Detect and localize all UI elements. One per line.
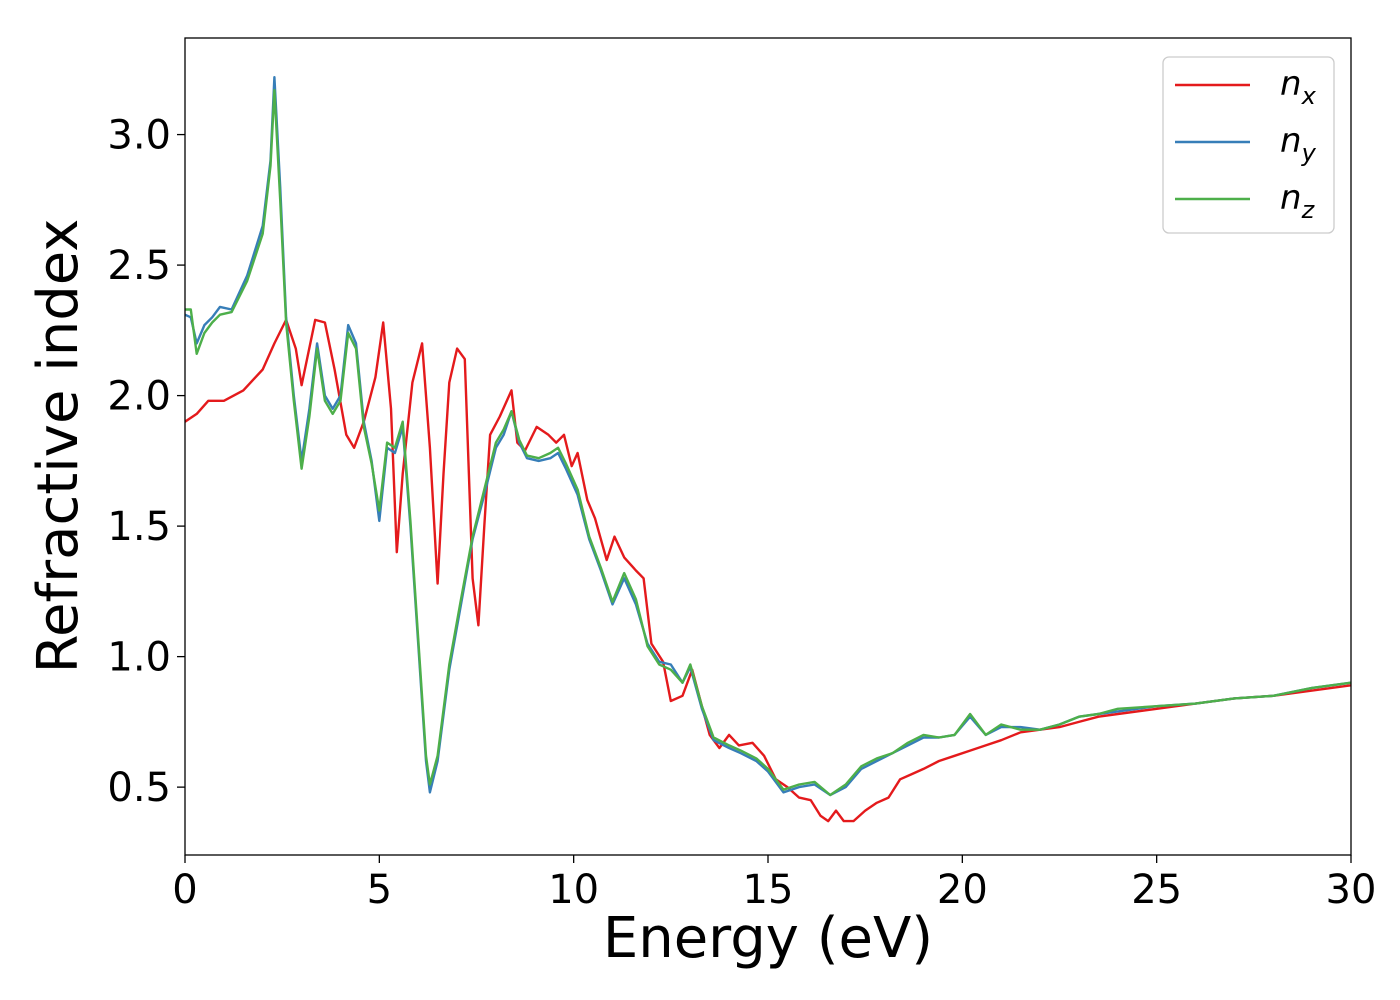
series-line-z: [185, 89, 1351, 797]
x-tick-label: 10: [548, 867, 599, 913]
x-tick-label: 5: [367, 867, 392, 913]
legend-label-y: ny: [1280, 121, 1317, 167]
x-axis-title: Energy (eV): [603, 906, 933, 971]
series-layer: [185, 76, 1351, 823]
y-axis: 0.5 1.0 1.5 2.0 2.5 3.0: [107, 113, 185, 811]
series-line-x: [185, 318, 1351, 823]
y-tick-label: 0.5: [107, 765, 171, 811]
y-tick-label: 2.5: [107, 243, 171, 289]
x-tick-label: 0: [172, 867, 197, 913]
y-axis-title: Refractive index: [26, 219, 91, 674]
y-tick-label: 3.0: [107, 113, 171, 159]
y-tick-label: 1.0: [107, 635, 171, 681]
legend-label-x: nx: [1280, 64, 1317, 110]
x-tick-label: 15: [743, 867, 794, 913]
y-tick-label: 1.5: [107, 504, 171, 550]
x-axis: 0 5 10 15 20 25 30: [172, 855, 1376, 913]
x-tick-label: 30: [1326, 867, 1377, 913]
legend-label-z: nz: [1280, 178, 1316, 224]
x-tick-label: 20: [937, 867, 988, 913]
x-tick-label: 25: [1131, 867, 1182, 913]
legend: nx ny nz: [1162, 56, 1335, 234]
y-tick-label: 2.0: [107, 374, 171, 420]
legend-box: [1162, 56, 1335, 234]
